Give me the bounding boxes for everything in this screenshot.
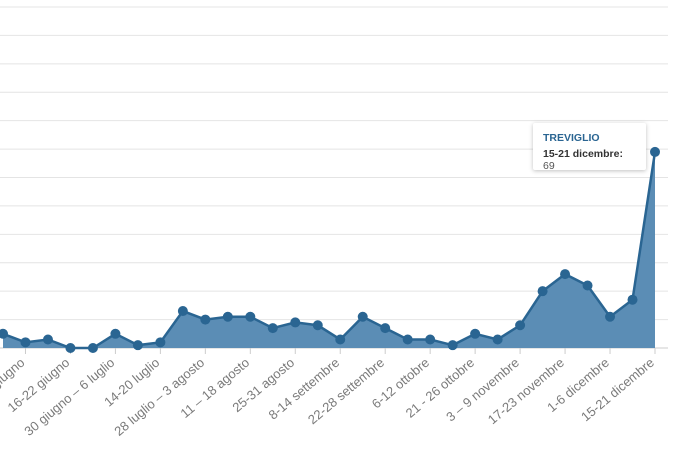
point (42, 334, 53, 345)
point (537, 286, 548, 297)
point (200, 314, 211, 325)
point (245, 311, 256, 322)
point (515, 320, 526, 331)
point (177, 306, 188, 317)
point (335, 334, 346, 345)
x-tick-label: 17-23 novembre (485, 355, 567, 427)
tooltip-label: 15-21 dicembre: (543, 148, 623, 160)
tooltip-title: TREVIGLIO (543, 132, 600, 144)
point (155, 337, 166, 348)
area (3, 151, 655, 348)
point (357, 311, 368, 322)
tooltip-value: 69 (543, 160, 555, 172)
point (65, 343, 76, 353)
point (560, 269, 571, 280)
point (470, 328, 481, 339)
point (492, 334, 503, 345)
point (20, 337, 31, 348)
point (267, 323, 278, 334)
point (650, 146, 660, 157)
tooltip: TREVIGLIO 15-21 dicembre: 69 (533, 123, 646, 172)
point (312, 320, 323, 331)
point (425, 334, 436, 345)
point (605, 311, 616, 322)
point (402, 334, 413, 345)
point (87, 343, 98, 353)
point (0, 328, 8, 339)
x-tick-label: 22-28 settembre (305, 355, 387, 427)
point (222, 311, 233, 322)
point (290, 317, 301, 328)
x-tick-label: giugno (0, 355, 27, 392)
point (447, 340, 458, 351)
point (132, 340, 143, 351)
point (110, 328, 121, 339)
point (582, 280, 593, 291)
point (627, 294, 638, 305)
point (380, 323, 391, 334)
